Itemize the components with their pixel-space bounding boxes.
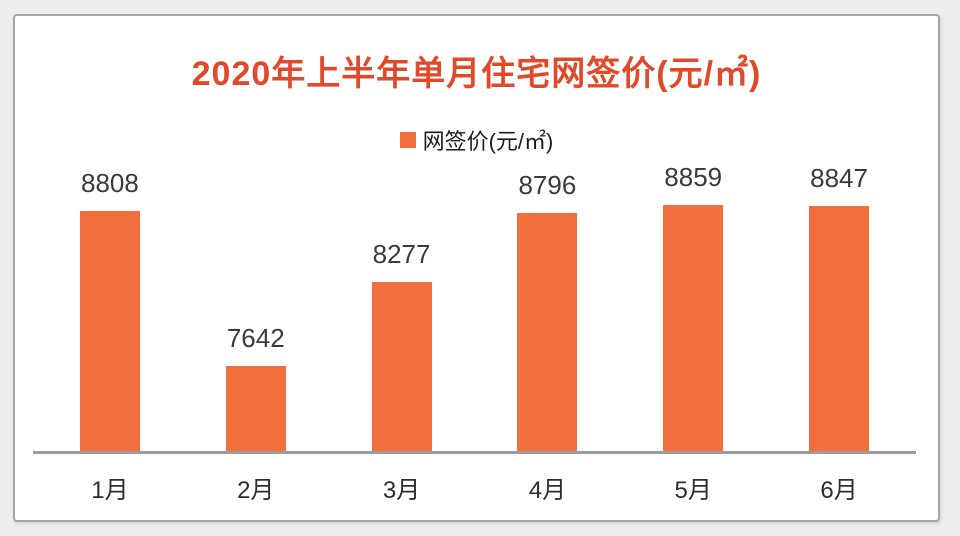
legend: 网签价(元/㎡) (15, 124, 938, 156)
x-axis-label: 6月 (820, 477, 858, 504)
bar-value-label: 8808 (80, 168, 139, 198)
bar-column: 8796 (474, 170, 620, 451)
x-axis-label: 1月 (91, 477, 129, 504)
x-axis-label: 5月 (674, 477, 712, 504)
x-axis-label: 3月 (382, 477, 421, 504)
chart-panel: 2020年上半年单月住宅网签价(元/㎡) 网签价(元/㎡) 8808 7642 82… (13, 14, 940, 522)
bar-column: 8847 (766, 163, 912, 451)
bar-value-label: 8277 (372, 239, 431, 269)
chart-title: 2020年上半年单月住宅网签价(元/㎡) (191, 55, 762, 93)
bar-column: 8808 (37, 168, 183, 451)
x-axis-line (33, 451, 916, 454)
x-axis-label: 2月 (237, 477, 275, 504)
bar (809, 206, 870, 451)
bar-value-label: 8847 (810, 163, 868, 193)
bar-value-label: 8796 (518, 170, 577, 200)
bar (79, 211, 140, 451)
x-axis-label: 4月 (528, 477, 567, 504)
bar-column: 8859 (620, 162, 766, 451)
legend-label: 网签价(元/㎡) (422, 129, 554, 154)
bar-column: 8277 (329, 239, 475, 451)
legend-swatch-icon (399, 132, 416, 148)
bar-value-label: 8859 (664, 162, 723, 192)
bar (663, 205, 724, 451)
bar-column: 7642 (183, 323, 329, 451)
bar (517, 213, 578, 451)
bar (371, 282, 432, 451)
x-axis-labels: 1月 2月 3月 4月 5月 6月 (37, 470, 912, 505)
bar (225, 366, 286, 451)
plot-area: 8808 7642 8277 8796 8859 8847 (37, 116, 912, 451)
bar-value-label: 7642 (226, 323, 285, 353)
